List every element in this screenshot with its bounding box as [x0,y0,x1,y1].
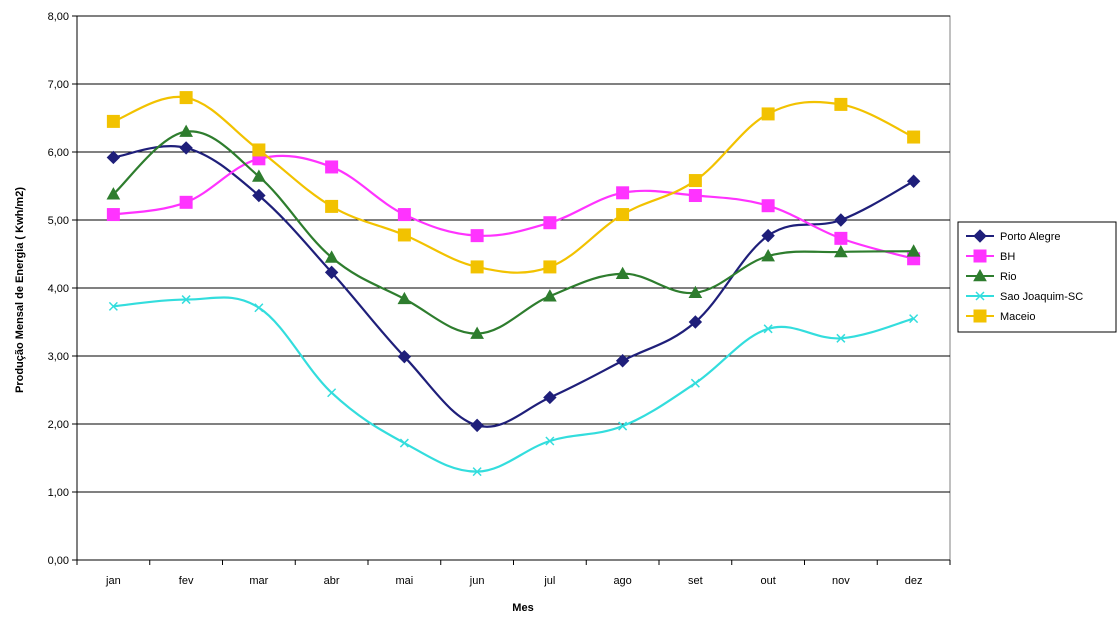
legend-swatch-marker [973,249,987,263]
data-point-series-2 [543,289,557,302]
y-tick-label: 6,00 [48,147,69,159]
data-point-series-3 [545,436,555,446]
data-point-series-1 [834,231,848,245]
x-tick-label: mar [249,575,268,587]
y-tick-label: 5,00 [48,215,69,227]
data-point-series-0 [834,213,848,227]
x-tick-label: fev [179,575,194,587]
data-point-series-0 [179,141,193,155]
gridlines [76,15,951,561]
data-point-series-2 [179,124,193,137]
legend-label: Maceio [1000,311,1035,323]
legend-label: Sao Joaquim-SC [1000,291,1083,303]
data-point-series-4 [252,143,266,157]
data-point-series-1 [179,195,193,209]
data-point-series-4 [761,107,775,121]
data-point-series-3 [399,438,409,448]
legend-swatch-marker [973,229,987,243]
data-point-series-2 [252,169,266,182]
data-point-series-1 [106,208,120,222]
data-point-series-4 [543,260,557,274]
legend-label: Rio [1000,271,1017,283]
legend-label: Porto Alegre [1000,231,1061,243]
data-point-series-0 [106,150,121,165]
data-point-series-4 [688,174,702,188]
data-point-series-4 [834,97,848,111]
data-point-series-0 [688,315,703,329]
x-tick-label: dez [905,575,923,587]
data-point-series-4 [325,199,339,213]
data-point-series-1 [616,186,630,200]
x-tick-label: set [688,575,703,587]
series-markers [106,91,921,477]
x-tick-label: jan [105,575,121,587]
data-point-series-4 [616,208,630,222]
data-point-series-1 [761,199,775,213]
data-point-series-0 [543,390,557,405]
data-point-series-3 [108,301,118,311]
data-point-series-4 [907,130,921,144]
y-tick-label: 1,00 [48,487,69,499]
y-axis-title: Produção Mensal de Energia ( Kwh/m2) [14,187,26,393]
data-point-series-3 [327,388,337,398]
x-tick-label: abr [324,575,340,587]
y-tick-label: 4,00 [48,283,69,295]
data-point-series-3 [181,295,191,305]
legend-swatch-marker [975,291,985,301]
data-point-series-2 [470,326,484,339]
data-point-series-4 [397,228,411,242]
data-point-series-4 [470,260,484,274]
legend-swatch-marker [973,309,987,323]
data-point-series-3 [618,421,628,431]
legend-label: BH [1000,251,1015,263]
data-point-series-4 [179,91,193,105]
data-point-series-2 [834,244,848,258]
legend: Porto Alegre BH Rio Sao Joaquim-SC Maceio [957,221,1117,333]
data-point-series-3 [836,333,846,343]
data-point-series-2 [106,187,121,200]
data-point-series-4 [106,114,120,128]
x-tick-label: mai [396,575,414,587]
data-point-series-2 [397,291,412,305]
y-tick-label: 0,00 [48,555,69,567]
y-tick-label: 2,00 [48,419,69,431]
data-point-series-0 [470,418,484,433]
axes [72,15,951,565]
y-tick-label: 8,00 [48,11,69,23]
data-point-series-0 [252,188,266,203]
x-tick-label: jul [543,575,555,587]
x-tick-label: ago [613,575,631,587]
data-point-series-1 [543,216,557,230]
data-point-series-0 [615,354,630,368]
data-point-series-2 [324,250,339,263]
data-point-series-3 [763,324,773,334]
data-point-series-1 [470,229,484,243]
data-point-series-3 [254,303,264,313]
data-point-series-2 [906,244,921,257]
data-point-series-1 [397,208,411,222]
data-point-series-2 [761,249,775,262]
x-tick-label: out [760,575,775,587]
y-tick-label: 7,00 [48,79,69,91]
data-point-series-0 [906,174,921,188]
y-tick-label: 3,00 [48,351,69,363]
legend-swatch-marker [973,268,987,282]
tick-labels: 0,00 1,00 2,00 3,00 4,00 5,00 6,00 7,00 8,00 jan f… [48,11,923,587]
x-tick-label: jun [469,575,485,587]
x-axis-title: Mes [512,602,533,614]
data-point-series-3 [472,467,482,477]
data-point-series-3 [690,378,700,388]
x-tick-label: nov [832,575,850,587]
data-point-series-2 [615,266,630,280]
data-point-series-0 [324,265,339,280]
data-point-series-2 [688,285,703,299]
data-point-series-0 [761,228,775,243]
data-point-series-3 [909,314,919,324]
data-point-series-1 [325,160,339,174]
data-point-series-0 [397,349,412,364]
data-point-series-1 [688,189,702,203]
